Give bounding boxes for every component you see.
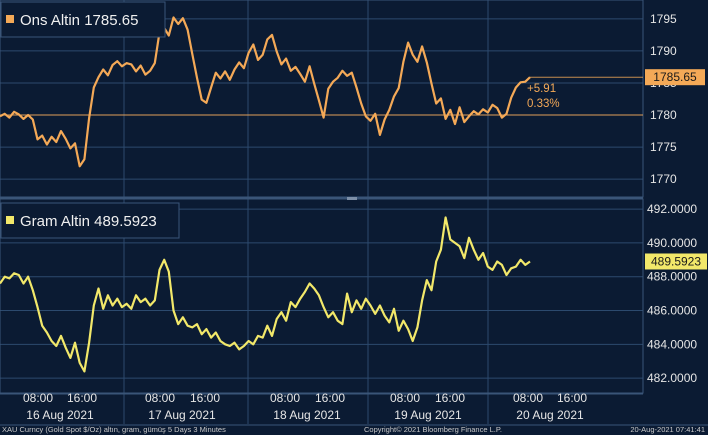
legend-box-ons — [0, 1, 166, 38]
y-axis-ticks-gram: 482.0000 484.0000 486.0000 488.0000 490.0000… — [647, 202, 697, 385]
last-value-tag-bg-gram — [645, 253, 707, 270]
y-tick-label-ons: 1780 — [650, 108, 677, 122]
x-tick-time-label: 08:00 — [390, 391, 420, 405]
x-tick-time-label: 08:00 — [23, 391, 53, 405]
x-axis: 08:00 16:00 08:00 16:00 08:00 16:00 08:00 16:00… — [0, 391, 643, 422]
y-tick-label-ons: 1790 — [650, 44, 677, 58]
x-tick-time-label: 08:00 — [513, 391, 543, 405]
y-tick-label-gram: 482.0000 — [647, 371, 697, 385]
x-tick-time-label: 16:00 — [67, 391, 97, 405]
change-label: +5.91 — [527, 83, 556, 95]
x-tick-date-label: 16 Aug 2021 — [26, 408, 94, 422]
x-tick-time-label: 16:00 — [315, 391, 345, 405]
y-tick-label-ons: 1775 — [650, 140, 677, 154]
y-tick-label-gram: 492.0000 — [647, 202, 697, 216]
panel-resize-handle[interactable] — [347, 197, 357, 200]
x-tick-date-label: 19 Aug 2021 — [394, 408, 462, 422]
x-tick-time-label: 08:00 — [270, 391, 300, 405]
last-value-text-ons: 1785.65 — [653, 70, 697, 84]
legend-label-gram: Gram Altin 489.5923 — [20, 213, 157, 230]
series-line-ons-altin — [0, 16, 531, 168]
last-value-tag-gram: 489.5923 — [645, 253, 707, 270]
change-pct-label: 0.33% — [527, 98, 560, 110]
footer-bar: XAU Curncy (Gold Spot $/Oz) altın, gram,… — [0, 424, 708, 434]
y-tick-label-gram: 486.0000 — [647, 304, 697, 318]
legend-swatch-gram — [6, 216, 14, 224]
x-tick-date-label: 18 Aug 2021 — [273, 408, 341, 422]
top-panel-frame — [0, 0, 644, 198]
y-axis-ticks-ons: 177017751780178517901795 — [650, 12, 677, 186]
x-tick-date-label: 17 Aug 2021 — [148, 408, 216, 422]
y-tick-label-gram: 484.0000 — [647, 337, 697, 351]
last-value-tag-ons: 1785.65 — [645, 69, 705, 86]
y-tick-label-ons: 1795 — [650, 12, 677, 26]
y-tick-label-gram: 488.0000 — [647, 270, 697, 284]
legend-box-gram — [0, 202, 180, 239]
x-tick-time-label: 08:00 — [145, 391, 175, 405]
bottom-panel-frame — [0, 198, 644, 394]
last-value-text-gram: 489.5923 — [651, 254, 701, 268]
x-tick-time-label: 16:00 — [435, 391, 465, 405]
x-tick-time-label: 16:00 — [557, 391, 587, 405]
legend-swatch-ons — [6, 15, 14, 23]
legend-gram-altin[interactable]: Gram Altin 489.5923 — [0, 202, 180, 239]
x-tick-time-label: 16:00 — [190, 391, 220, 405]
series-line-gram-altin — [0, 216, 531, 373]
last-value-tag-bg-ons — [645, 69, 705, 86]
legend-ons-altin[interactable]: Ons Altin 1785.65 — [0, 1, 166, 38]
footer-source: XAU Curncy (Gold Spot $/Oz) altın, gram,… — [2, 425, 226, 434]
y-tick-label-gram: 490.0000 — [647, 236, 697, 250]
legend-label-ons: Ons Altin 1785.65 — [20, 12, 138, 29]
y-tick-label-ons: 1770 — [650, 172, 677, 186]
x-tick-date-label: 20 Aug 2021 — [516, 408, 584, 422]
footer-copyright: Copyright© 2021 Bloomberg Finance L.P. — [364, 425, 502, 434]
footer-timestamp: 20-Aug-2021 07:41:41 — [630, 425, 705, 434]
